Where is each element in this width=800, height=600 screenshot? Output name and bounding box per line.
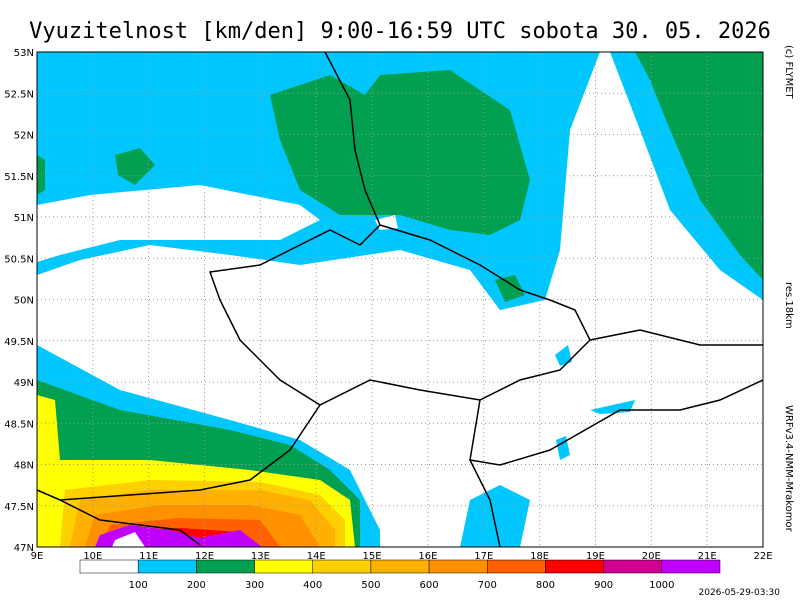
lon-tick-label: 20E: [642, 551, 661, 562]
lat-tick-label: 51N: [14, 213, 34, 224]
lon-tick-label: 11E: [139, 551, 158, 562]
lon-tick-label: 10E: [83, 551, 102, 562]
resolution: res.18km: [783, 282, 794, 329]
lon-tick-label: 21E: [698, 551, 717, 562]
legend-label: 500: [361, 580, 380, 591]
lat-tick-label: 52.5N: [4, 89, 34, 100]
lat-tick-label: 49N: [14, 378, 34, 389]
map-frame: [36, 51, 764, 548]
legend-label: 100: [129, 580, 148, 591]
legend-label: 400: [303, 580, 322, 591]
lat-tick-label: 48N: [14, 461, 34, 472]
legend-label: 800: [536, 580, 555, 591]
lon-tick-label: 15E: [363, 551, 382, 562]
legend-label: 300: [245, 580, 264, 591]
lon-tick-label: 14E: [307, 551, 326, 562]
lon-tick-label: 17E: [474, 551, 493, 562]
legend-label: 900: [594, 580, 613, 591]
lat-tick-label: 52N: [14, 131, 34, 142]
legend-label: 200: [187, 580, 206, 591]
lat-tick-label: 49.5N: [4, 337, 34, 348]
title: Vyuzitelnost [km/den] 9:00-16:59 UTC sob…: [29, 19, 771, 44]
lat-tick-label: 51.5N: [4, 172, 34, 183]
lon-tick-label: 16E: [418, 551, 437, 562]
legend-label: 1000: [649, 580, 674, 591]
legend-label: 700: [478, 580, 497, 591]
lat-tick-label: 47.5N: [4, 502, 34, 513]
lon-tick-label: 9E: [31, 551, 44, 562]
lon-tick-label: 12E: [195, 551, 214, 562]
lon-tick-label: 19E: [586, 551, 605, 562]
borders: [37, 52, 763, 547]
lon-tick-label: 13E: [251, 551, 270, 562]
copyright: (c) FLYMET: [783, 45, 794, 100]
lat-tick-label: 48.5N: [4, 419, 34, 430]
lat-tick-label: 47N: [14, 543, 34, 554]
lon-tick-label: 22E: [753, 551, 772, 562]
run-time: 2026-05-29-03:30: [699, 588, 781, 598]
legend: 100 200 300 400 500 600 700 800 900 1000: [79, 559, 721, 591]
legend-swatch: [661, 559, 721, 574]
lat-tick-label: 50.5N: [4, 254, 34, 265]
lat-tick-label: 50N: [14, 296, 34, 307]
model: WRFv3.4-NMM-Mrakomor: [783, 405, 794, 533]
lon-tick-label: 18E: [530, 551, 549, 562]
legend-label: 600: [420, 580, 439, 591]
lat-tick-label: 53N: [14, 48, 34, 59]
